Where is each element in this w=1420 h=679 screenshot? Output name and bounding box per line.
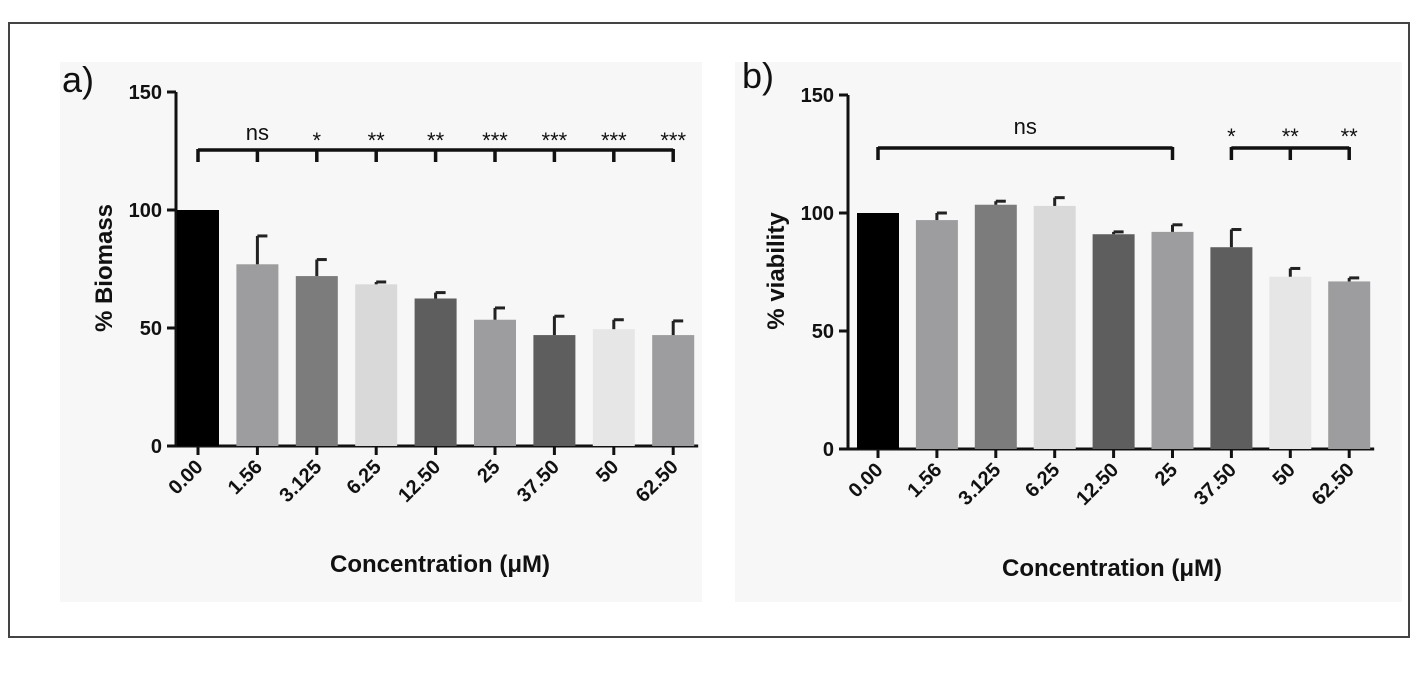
panel-a-x-tick-label: 6.25 xyxy=(343,456,386,499)
panel-b-y-tick-label: 100 xyxy=(801,203,834,225)
panel-b-x-tick-label: 25 xyxy=(1151,459,1182,490)
panel-b-significance-label: ** xyxy=(1341,124,1359,149)
panel-a-significance-label: *** xyxy=(482,128,508,153)
panel-a-x-tick-label: 12.50 xyxy=(394,456,445,507)
panel-a-y-tick-label: 50 xyxy=(140,318,162,340)
panel-a-significance-label: ** xyxy=(368,128,386,153)
panel-a-x-tick-label: 37.50 xyxy=(513,456,564,507)
panel-a-significance-label: *** xyxy=(660,128,686,153)
panel-b-x-tick-label: 0.00 xyxy=(844,459,887,502)
panel-a-y-axis-title: % Biomass xyxy=(91,204,118,332)
panel-a-bar xyxy=(474,319,516,446)
panel-b-x-axis-title: Concentration (μM) xyxy=(1002,555,1222,582)
panel-a-x-tick-label: 50 xyxy=(592,456,623,487)
panel-b-bar xyxy=(1092,234,1135,449)
panel-b-bar xyxy=(915,220,958,449)
panel-b-x-tick-label: 1.56 xyxy=(903,459,946,502)
panel-b-bar xyxy=(1328,281,1371,449)
panel-a-y-tick-label: 100 xyxy=(129,200,162,222)
panel-b-bar xyxy=(974,204,1017,449)
panel-a-x-tick-label: 25 xyxy=(473,456,504,487)
panel-a-significance-label: ** xyxy=(427,128,445,153)
panel-b-bar xyxy=(1151,231,1194,449)
panel-b-x-tick-label: 12.50 xyxy=(1072,459,1123,510)
panel-a-bar xyxy=(533,335,576,446)
panel-b-y-tick-label: 50 xyxy=(812,321,834,343)
panel-a-significance-label: *** xyxy=(601,128,627,153)
panel-a-bar xyxy=(414,298,457,446)
panel-a-y-tick-label: 0 xyxy=(151,436,162,458)
panel-b-significance-label: ns xyxy=(1014,114,1037,139)
panel-a-label: a) xyxy=(62,59,94,100)
panel-b-y-tick-label: 0 xyxy=(823,439,834,461)
panel-a-x-axis-title: Concentration (μM) xyxy=(330,551,550,578)
panel-b-label: b) xyxy=(742,55,774,96)
panel-a-significance-label: ns xyxy=(246,120,269,145)
panel-b-x-tick-label: 62.50 xyxy=(1308,459,1359,510)
panel-b-bar xyxy=(1033,205,1076,449)
panel-a-bar xyxy=(177,210,219,446)
panel-a-significance-label: * xyxy=(313,128,322,153)
panel-a-bar xyxy=(592,329,635,446)
panel-a-x-tick-label: 62.50 xyxy=(632,456,683,507)
panel-a-y-tick-label: 150 xyxy=(129,82,162,104)
panel-a-significance-label: *** xyxy=(542,128,568,153)
panel-a-x-tick-label: 0.00 xyxy=(164,456,207,499)
panel-b-x-tick-label: 3.125 xyxy=(954,459,1005,510)
panel-b-bar xyxy=(857,213,899,449)
panel-a-bar xyxy=(355,284,398,446)
panel-b-significance-label: ** xyxy=(1282,124,1300,149)
panel-b-y-axis-title: % viability xyxy=(763,212,790,330)
panel-b-bar xyxy=(1269,276,1312,449)
panel-b-x-tick-label: 6.25 xyxy=(1021,459,1064,502)
panel-b-x-tick-label: 37.50 xyxy=(1190,459,1241,510)
panel-b-x-tick-label: 50 xyxy=(1269,459,1300,490)
panel-a-bar xyxy=(652,335,695,446)
panel-a-x-tick-label: 1.56 xyxy=(224,456,267,499)
panel-a-bar xyxy=(295,276,338,446)
panel-b-significance-label: * xyxy=(1227,124,1236,149)
panel-b-bar xyxy=(1210,247,1253,449)
panel-a-x-tick-label: 3.125 xyxy=(275,456,326,507)
panel-a-bar xyxy=(236,264,279,446)
panel-b-y-tick-label: 150 xyxy=(801,85,834,107)
